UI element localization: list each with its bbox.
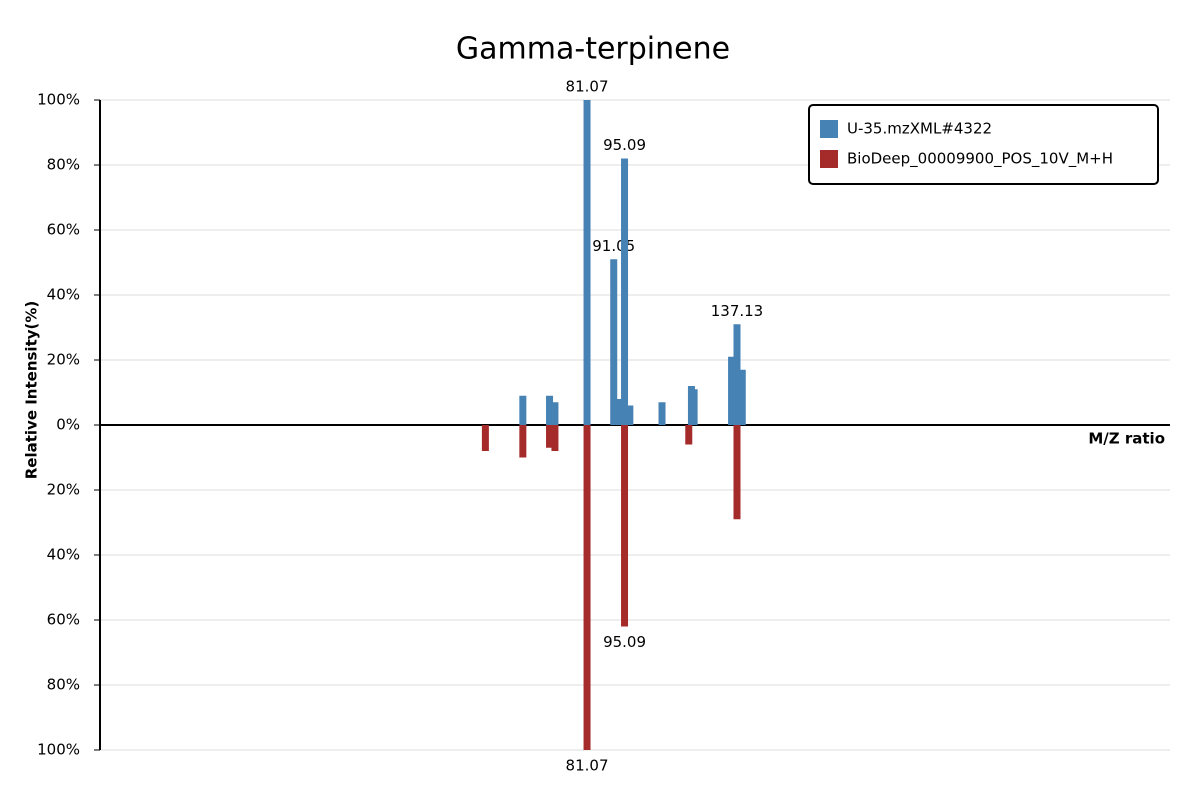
y-tick-label: 80% bbox=[47, 156, 80, 174]
peak-label: 81.07 bbox=[566, 78, 609, 96]
y-tick-label: 40% bbox=[47, 546, 80, 564]
y-tick-label: 60% bbox=[47, 611, 80, 629]
y-tick-label: 80% bbox=[47, 676, 80, 694]
legend-box bbox=[808, 104, 1159, 185]
bar bbox=[621, 425, 629, 627]
bar bbox=[738, 369, 746, 425]
legend-swatch bbox=[820, 150, 838, 168]
bar bbox=[615, 399, 623, 425]
bar bbox=[728, 356, 736, 425]
legend-label: BioDeep_00009900_POS_10V_M+H bbox=[847, 150, 1113, 169]
x-axis-title: M/Z ratio bbox=[1088, 430, 1165, 448]
bar bbox=[733, 324, 741, 425]
legend-swatch bbox=[820, 120, 838, 138]
bar bbox=[551, 425, 559, 451]
peak-label: 95.09 bbox=[603, 633, 646, 651]
y-tick-label: 20% bbox=[47, 481, 80, 499]
peak-label: 91.05 bbox=[592, 237, 635, 255]
peak-label: 95.09 bbox=[603, 136, 646, 154]
bar bbox=[685, 425, 693, 445]
y-axis-title: Relative Intensity(%) bbox=[23, 301, 41, 480]
peak-label: 137.13 bbox=[711, 302, 764, 320]
y-tick-label: 100% bbox=[37, 91, 80, 109]
legend-label: U-35.mzXML#4322 bbox=[847, 120, 992, 138]
bar bbox=[658, 402, 666, 425]
bar bbox=[626, 405, 634, 425]
y-tick-label: 20% bbox=[47, 351, 80, 369]
bar bbox=[519, 395, 527, 425]
bar bbox=[481, 425, 489, 451]
bar bbox=[690, 389, 698, 425]
bar bbox=[551, 402, 559, 425]
bar bbox=[519, 425, 527, 458]
bar bbox=[621, 158, 629, 425]
y-tick-label: 40% bbox=[47, 286, 80, 304]
y-tick-label: 100% bbox=[37, 741, 80, 759]
bar bbox=[583, 100, 591, 425]
peak-label: 81.07 bbox=[566, 757, 609, 775]
y-tick-label: 60% bbox=[47, 221, 80, 239]
chart-title: Gamma-terpinene bbox=[456, 32, 730, 67]
bar bbox=[733, 425, 741, 520]
bar bbox=[583, 425, 591, 750]
bar bbox=[546, 425, 554, 448]
bar bbox=[546, 395, 554, 425]
bar bbox=[610, 259, 618, 425]
y-tick-label: 0% bbox=[56, 416, 80, 434]
